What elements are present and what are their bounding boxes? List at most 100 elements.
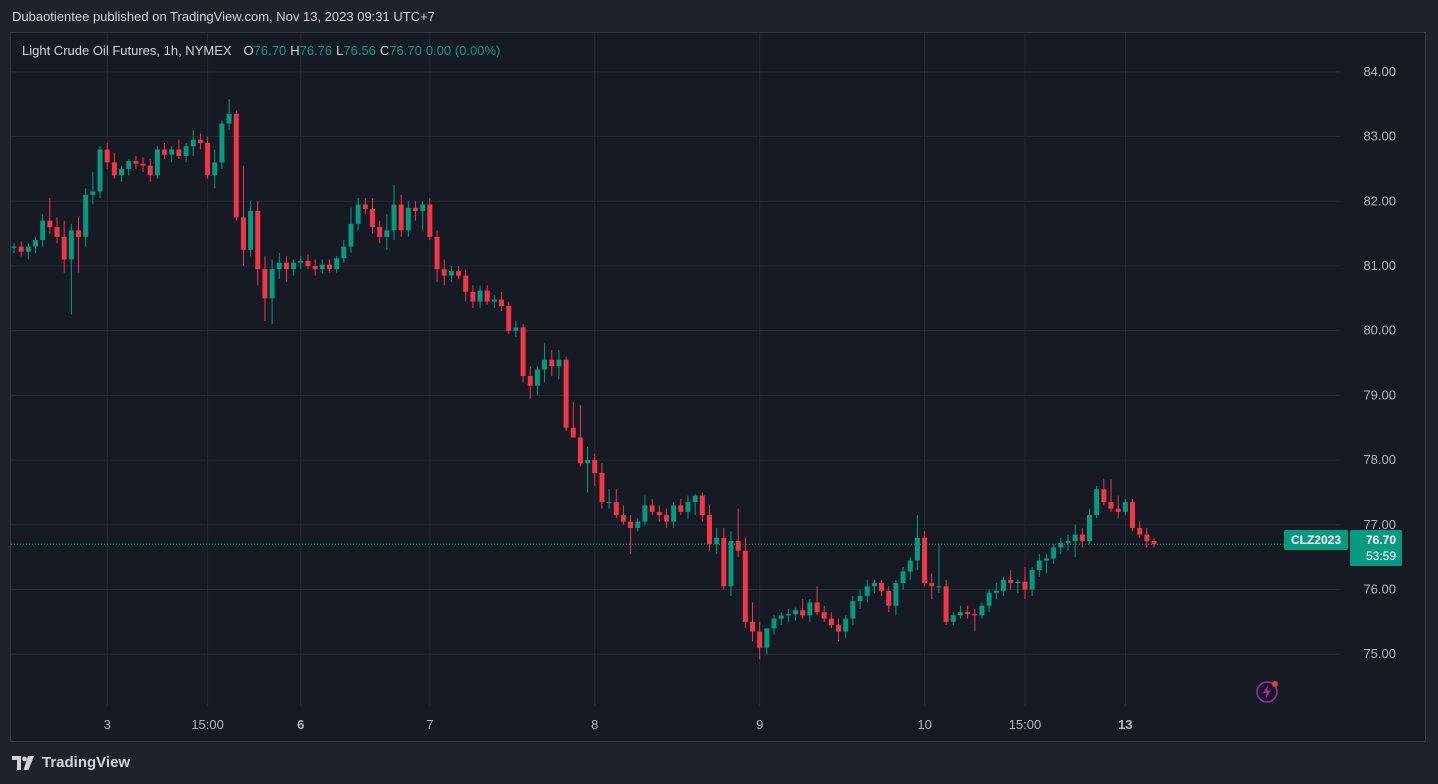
candle-body: [420, 204, 426, 211]
chart-legend: Light Crude Oil Futures, 1h, NYMEX O76.7…: [22, 43, 500, 58]
candle-body: [1058, 542, 1064, 548]
candle-body: [556, 359, 562, 367]
candle-body: [828, 618, 834, 626]
open-label: O: [243, 43, 254, 58]
candle-body: [362, 204, 368, 210]
candle-body: [212, 162, 218, 176]
candle-body: [1079, 534, 1085, 541]
x-tick-label: 10: [917, 717, 931, 732]
candle-body: [585, 460, 591, 464]
candle-body: [972, 614, 978, 616]
candle-body: [441, 269, 447, 276]
candle-body: [25, 246, 31, 252]
candle-body: [133, 161, 139, 164]
y-tick-label: 82.00: [1363, 193, 1396, 208]
candle-body: [534, 369, 540, 386]
x-tick-label: 6: [297, 717, 304, 732]
candle-body: [162, 149, 168, 155]
candle-body: [692, 495, 698, 503]
candle-body: [649, 505, 655, 512]
candle-body: [864, 586, 870, 596]
candle-body: [262, 269, 268, 299]
candle-body: [678, 505, 684, 512]
ticker-label: CLZ2023: [1290, 533, 1342, 547]
candle-body: [577, 437, 583, 464]
candle-body: [448, 271, 454, 276]
low-label: L: [336, 43, 344, 58]
candle-body: [197, 139, 203, 144]
candle-body: [628, 521, 634, 529]
candle-body: [1101, 489, 1107, 503]
y-tick-label: 78.00: [1363, 452, 1396, 467]
candle-body: [635, 521, 641, 529]
candle-body: [771, 618, 777, 629]
candle-body: [190, 139, 196, 147]
candle-body: [1144, 534, 1150, 541]
candle-body: [391, 204, 397, 231]
candle-body: [979, 605, 985, 616]
candle-body: [879, 583, 885, 591]
candle-body: [298, 260, 304, 263]
candle-body: [757, 631, 763, 648]
ticker-badge: CLZ2023: [1284, 530, 1348, 550]
candle-body: [76, 230, 82, 237]
chart-frame[interactable]: [10, 32, 1426, 742]
x-tick-label: 15:00: [1009, 717, 1042, 732]
candle-body: [620, 515, 626, 522]
candle-body: [18, 246, 24, 252]
candle-body: [943, 586, 949, 622]
candle-body: [843, 618, 849, 632]
lightning-icon[interactable]: [1255, 680, 1279, 704]
y-tick-label: 80.00: [1363, 323, 1396, 338]
candle-body: [549, 359, 555, 367]
candle-body: [140, 163, 146, 166]
candle-body: [1022, 581, 1028, 590]
candle-body: [1072, 534, 1078, 541]
x-tick-label: 15:00: [191, 717, 224, 732]
x-tick-label: 3: [104, 717, 111, 732]
candle-body: [1065, 540, 1071, 543]
candle-body: [1051, 547, 1057, 559]
candle-body: [1043, 558, 1049, 561]
candle-body: [169, 149, 175, 155]
candle-body: [764, 628, 770, 648]
candle-body: [836, 625, 842, 632]
candle-body: [255, 210, 261, 270]
y-tick-label: 77.00: [1363, 517, 1396, 532]
candle-body: [785, 614, 791, 616]
candle-body: [1087, 515, 1092, 541]
candle-body: [606, 502, 612, 504]
candle-body: [97, 149, 103, 192]
candle-body: [721, 537, 727, 587]
candle-body: [68, 230, 74, 260]
published-line: Dubaotientee published on TradingView.co…: [12, 9, 435, 24]
candle-body: [111, 162, 117, 176]
candle-body: [671, 505, 677, 522]
candle-body: [592, 460, 598, 474]
tradingview-logo-icon[interactable]: [12, 755, 36, 770]
price-value: 76.70: [1365, 533, 1396, 547]
x-tick-label: 13: [1118, 717, 1132, 732]
candle-body: [950, 615, 956, 622]
countdown-value: 53:59: [1365, 549, 1396, 563]
candle-body: [126, 161, 132, 169]
candle-body: [205, 143, 211, 176]
candle-body: [312, 265, 318, 270]
candle-body: [269, 269, 275, 299]
candle-body: [326, 264, 332, 270]
close-value: 76.70: [389, 43, 422, 58]
candle-body: [1108, 502, 1114, 509]
candle-body: [900, 571, 906, 584]
candle-body: [613, 502, 619, 516]
candle-body: [1151, 540, 1157, 545]
candle-body: [986, 592, 992, 606]
candle-body: [871, 583, 877, 587]
candle-body: [957, 612, 963, 616]
candle-body: [1122, 502, 1128, 512]
footer-brand[interactable]: TradingView: [42, 754, 131, 771]
candle-body: [728, 540, 734, 587]
candle-body: [663, 515, 669, 522]
candle-body: [348, 223, 354, 247]
candle-body: [1008, 579, 1014, 584]
